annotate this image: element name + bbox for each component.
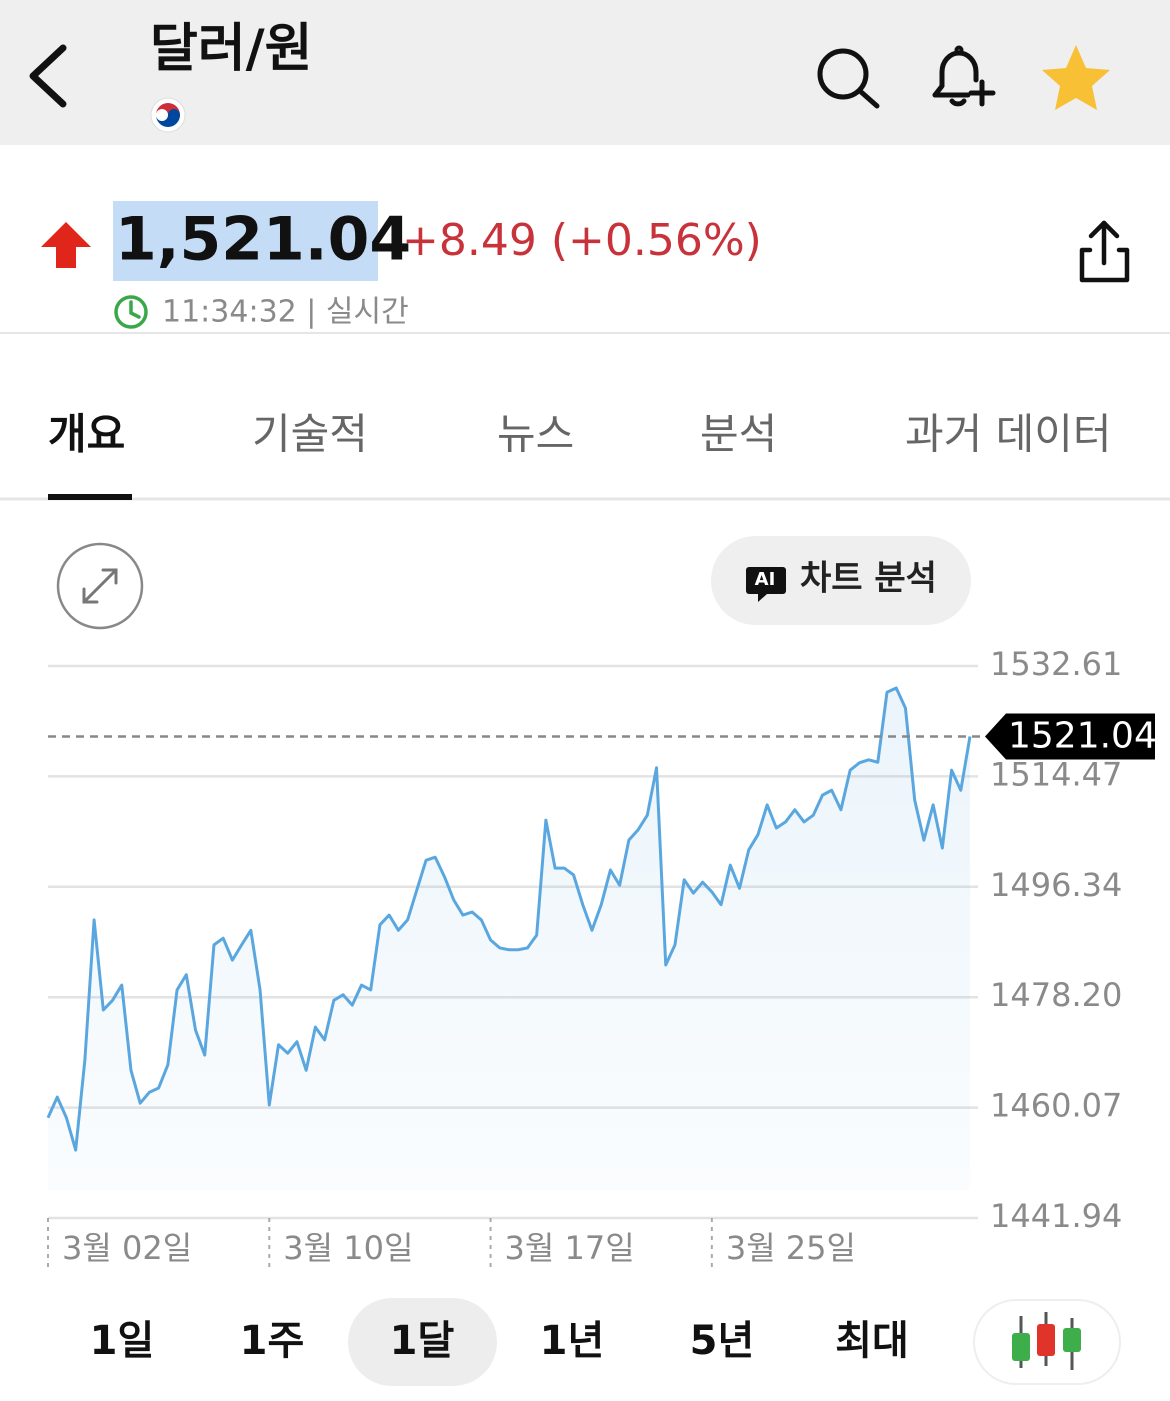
range-selector: 1일 1주 1달 1년 5년 최대 <box>90 1318 909 1364</box>
price-change: +8.49 (+0.56%) <box>402 215 762 266</box>
range-option[interactable]: 1일 <box>90 1318 155 1364</box>
last-price-label: 1521.04 <box>1008 715 1157 756</box>
range-option[interactable]: 1년 <box>540 1318 605 1364</box>
price-highlight <box>113 201 378 281</box>
alert-button[interactable] <box>932 45 996 107</box>
share-button[interactable] <box>1079 220 1130 283</box>
y-tick-label: 1532.61 <box>990 645 1122 683</box>
clock-icon <box>114 295 148 329</box>
favorite-button[interactable] <box>1042 45 1110 110</box>
range-option[interactable]: 5년 <box>690 1318 755 1364</box>
search-button[interactable] <box>817 48 880 109</box>
up-arrow <box>41 222 91 268</box>
range-option[interactable]: 1달 <box>390 1318 455 1364</box>
chart-type-button[interactable] <box>973 1299 1121 1385</box>
x-tick-label: 3월 02일 <box>62 1229 192 1267</box>
tab-bar: 개요 기술적 뉴스 분석 과거 데이터 <box>48 410 1112 459</box>
price: 1,521.04 <box>115 205 411 275</box>
x-tick-label: 3월 10일 <box>283 1229 413 1267</box>
price-line <box>46 686 972 1152</box>
tab[interactable]: 기술적 <box>252 410 368 459</box>
y-tick-label: 1496.34 <box>990 866 1122 904</box>
x-tick-label: 3월 17일 <box>505 1229 635 1267</box>
selected-range-background <box>348 1298 497 1386</box>
tab[interactable]: 과거 데이터 <box>905 410 1112 459</box>
price-chart: 1441.94 1460.07 1478.20 1496.34 1514.47 1532.… <box>46 645 1157 1270</box>
active-tab-indicator <box>48 494 132 500</box>
y-tick-label: 1460.07 <box>990 1087 1122 1125</box>
tab[interactable]: 뉴스 <box>497 410 574 459</box>
y-tick-label: 1478.20 <box>990 976 1122 1014</box>
range-option[interactable]: 1주 <box>240 1318 305 1364</box>
flag-icon <box>150 97 186 133</box>
ai-chart-analysis-button[interactable]: AI 차트 분석 <box>711 536 971 625</box>
range-option[interactable]: 최대 <box>835 1318 909 1364</box>
expand-button[interactable] <box>56 542 144 630</box>
last-price-tag <box>985 713 1155 760</box>
ai-badge: AI <box>755 569 776 590</box>
page-title: 달러/원 <box>150 19 313 79</box>
y-tick-label: 1514.47 <box>990 755 1122 793</box>
y-tick-label: 1441.94 <box>990 1197 1122 1235</box>
tab[interactable]: 분석 <box>700 410 777 459</box>
ai-button-label: 차트 분석 <box>800 559 937 599</box>
timestamp: 11:34:32 | 실시간 <box>162 295 409 330</box>
tab[interactable]: 개요 <box>48 410 125 459</box>
x-tick-label: 3월 25일 <box>726 1229 856 1267</box>
back-button[interactable] <box>29 44 67 108</box>
area-fill <box>48 687 970 1190</box>
